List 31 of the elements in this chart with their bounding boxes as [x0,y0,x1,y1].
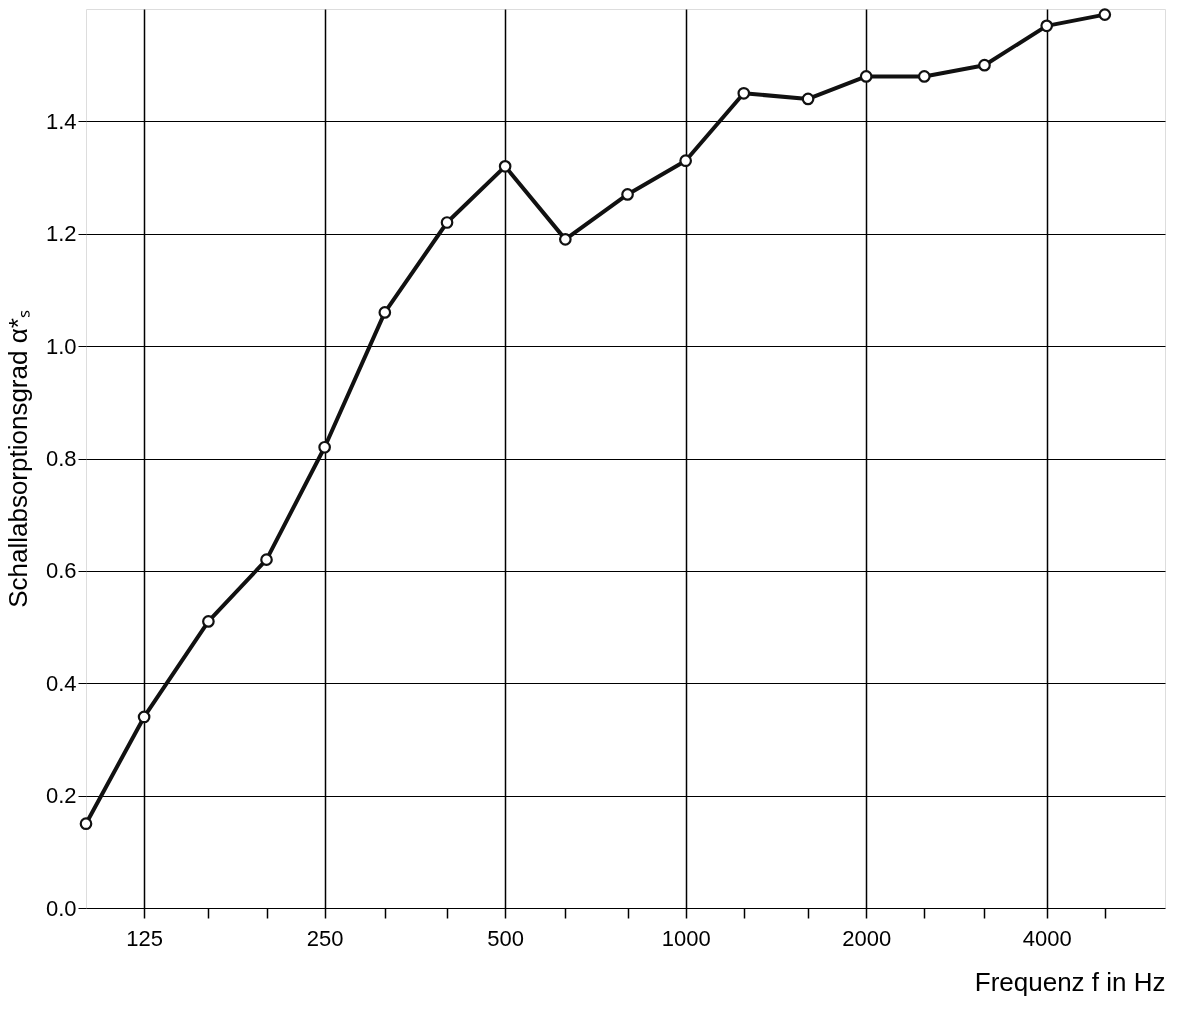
point [378,306,392,319]
y-tick-label: 0.2 [45,783,77,809]
point [679,154,693,168]
point [498,159,512,173]
x-tick-label: 2000 [842,925,892,951]
x-tick-label: 500 [487,925,525,951]
point [1098,8,1112,21]
point [137,710,151,724]
point [440,216,454,229]
point [859,70,873,83]
y-tick-label: 1.2 [45,221,77,247]
y-tick-label: 0.6 [45,558,77,584]
point [260,553,273,566]
x-tick-label: 250 [306,925,344,951]
y-tick-label: 0.0 [45,895,77,921]
y-axis-title: Schallabsorptionsgrad α*ₛ [2,310,33,608]
x-tick-label: 1000 [661,925,711,951]
point [917,70,931,83]
point [79,817,93,831]
y-tick-label: 0.8 [45,446,77,471]
x-tick-label: 4000 [1022,925,1072,951]
y-tick-label: 1.4 [45,108,77,134]
point [318,440,331,454]
point [558,233,572,246]
y-tick-label: 0.4 [45,670,77,696]
y-tick-label: 1.0 [45,333,77,359]
x-tick-label: 125 [126,925,163,951]
x-axis-title: Frequenz f in Hz [974,966,1166,997]
point [1040,19,1054,33]
point [737,86,751,100]
point [978,58,991,72]
